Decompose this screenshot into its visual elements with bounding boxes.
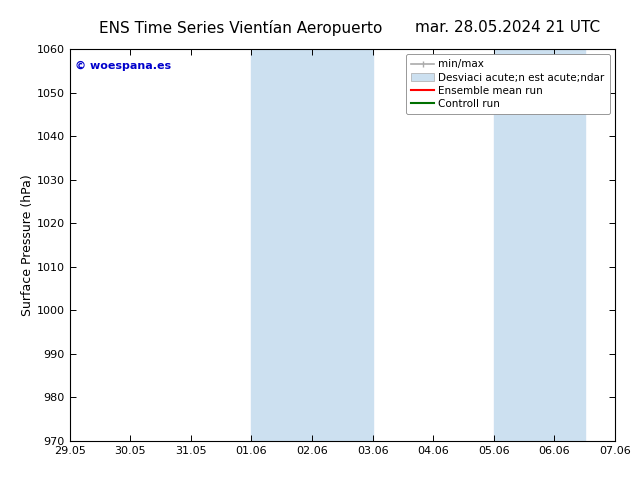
Y-axis label: Surface Pressure (hPa): Surface Pressure (hPa) [21, 174, 34, 316]
Text: ENS Time Series Vientían Aeropuerto: ENS Time Series Vientían Aeropuerto [100, 20, 382, 36]
Bar [252, 49, 373, 441]
Bar [494, 49, 524, 441]
Bar [524, 49, 585, 441]
Legend: min/max, Desviaci acute;n est acute;ndar, Ensemble mean run, Controll run: min/max, Desviaci acute;n est acute;ndar… [406, 54, 610, 114]
Text: mar. 28.05.2024 21 UTC: mar. 28.05.2024 21 UTC [415, 20, 600, 35]
Text: © woespana.es: © woespana.es [75, 61, 171, 71]
